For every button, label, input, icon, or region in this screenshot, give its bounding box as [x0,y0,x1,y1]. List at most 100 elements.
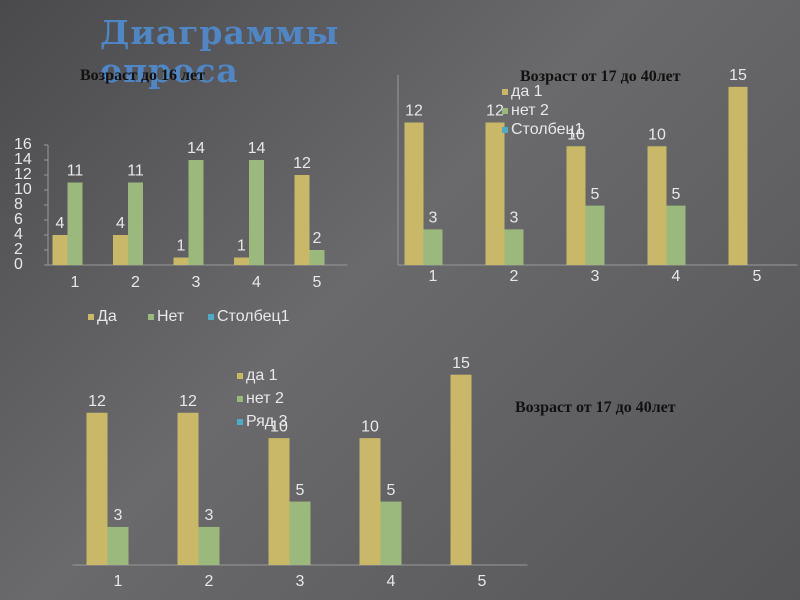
data-label: 4 [116,215,125,232]
bar [504,229,524,265]
y-tick-label: 6 [14,211,23,228]
legend-label: Ряд 3 [246,413,288,430]
legend-swatch [502,89,508,95]
x-tick-label: 2 [131,274,140,291]
data-label: 12 [293,155,311,172]
chart-title: Возраст от 17 до 40лет [515,399,676,416]
data-label: 1 [177,238,186,255]
bar [113,235,128,265]
bar [423,229,443,265]
bar [107,526,129,565]
bar [67,182,83,265]
x-tick-label: 3 [591,268,600,285]
x-tick-label: 2 [205,573,214,590]
bar [647,146,667,265]
x-tick-label: 5 [313,274,322,291]
data-label: 5 [296,482,305,499]
data-label: 4 [56,215,65,232]
legend-label: Столбец1 [217,308,290,325]
y-tick-label: 14 [14,151,32,168]
x-tick-label: 3 [192,274,201,291]
bar [485,122,505,265]
legend-swatch [502,108,508,114]
bar [188,160,204,265]
bar [666,205,686,265]
data-label: 14 [187,140,205,157]
legend-label: нет 2 [246,390,284,407]
legend-swatch [237,396,243,402]
bar [309,250,325,265]
bar [234,257,249,265]
data-label: 14 [248,140,266,157]
y-tick-label: 8 [14,196,23,213]
x-tick-label: 4 [387,573,396,590]
legend-swatch [88,314,94,320]
data-label: 10 [361,418,379,435]
bar [359,438,381,565]
bar [128,182,143,265]
bar [404,122,424,265]
bar [86,412,108,565]
x-tick-label: 2 [510,268,519,285]
y-tick-label: 10 [14,181,32,198]
legend-swatch [148,314,154,320]
x-tick-label: 1 [429,268,438,285]
bar [585,205,605,265]
y-tick-label: 0 [14,256,23,273]
bar [249,160,264,265]
x-tick-label: 3 [296,573,305,590]
data-label: 10 [648,126,666,143]
bar [380,501,402,565]
data-label: 3 [114,507,123,524]
legend-label: Столбец1 [511,121,584,138]
legend-label: да 1 [246,367,278,384]
data-label: 5 [387,482,396,499]
data-label: 11 [67,163,84,180]
data-label: 3 [429,210,438,227]
y-tick-label: 4 [14,226,23,243]
legend-swatch [237,419,243,425]
bar [566,146,586,265]
legend-swatch [237,373,243,379]
bar [52,235,68,265]
x-tick-label: 4 [252,274,261,291]
bar [450,374,472,565]
data-label: 15 [729,67,747,84]
y-tick-label: 16 [14,136,32,153]
data-label: 2 [313,230,322,247]
legend-swatch [502,127,508,133]
bar [289,501,311,565]
bar [198,526,220,565]
data-label: 3 [205,507,214,524]
legend-label: Да [97,308,117,325]
chart-title: Возраст от 17 до 40лет [520,68,681,85]
data-label: 3 [510,210,519,227]
bar [173,257,189,265]
bar [294,175,310,265]
data-label: 12 [179,393,197,410]
data-label: 12 [88,393,106,410]
bar [177,412,199,565]
x-tick-label: 5 [478,573,487,590]
legend-label: нет 2 [511,102,549,119]
data-label: 5 [591,186,600,203]
data-label: 5 [672,186,681,203]
x-tick-label: 5 [753,268,762,285]
slide-title: Диаграммы опроса [100,13,340,90]
data-label: 10 [567,126,585,143]
data-label: 1 [237,238,246,255]
chart-title: Возраст до 16 лет [80,67,205,84]
x-tick-label: 1 [71,274,80,291]
data-label: 12 [486,103,504,120]
data-label: 15 [452,355,470,372]
legend-label: да 1 [511,83,543,100]
bar [728,86,748,265]
legend-label: Нет [157,308,185,325]
legend-swatch [208,314,214,320]
y-tick-label: 2 [14,241,23,258]
data-label: 10 [270,418,288,435]
x-tick-label: 1 [114,573,123,590]
data-label: 11 [127,163,144,180]
